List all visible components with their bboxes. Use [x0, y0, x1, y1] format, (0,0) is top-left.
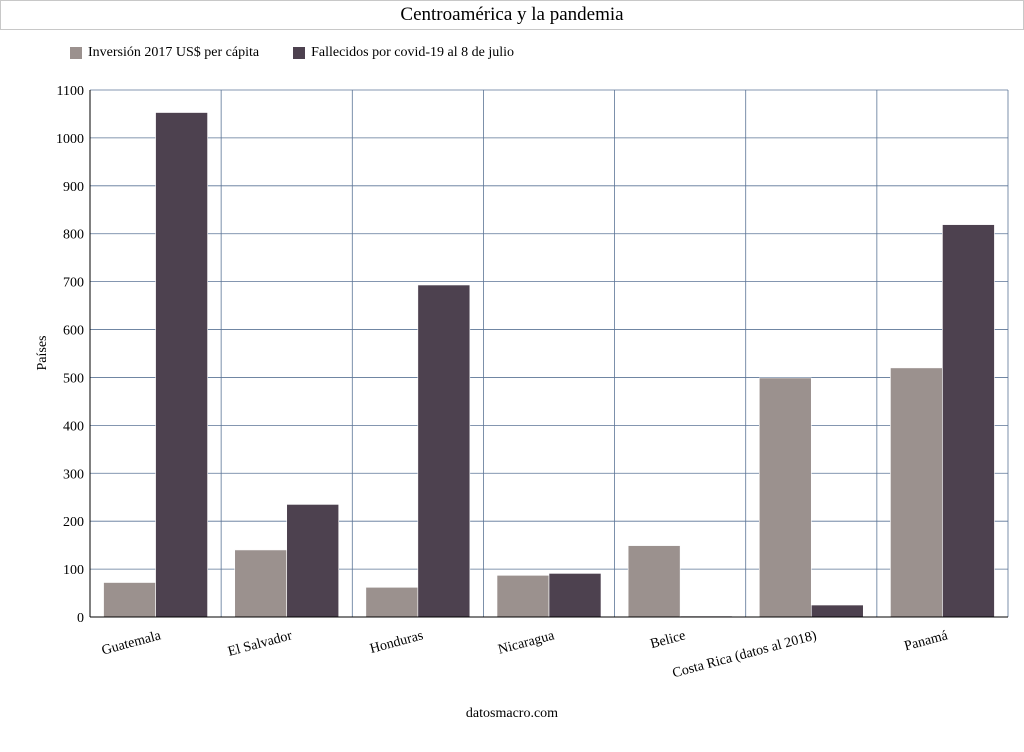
- bar-inversion-4: [627, 545, 681, 618]
- legend-item-fallecidos: Fallecidos por covid-19 al 8 de julio: [293, 45, 514, 61]
- x-tick-label: Honduras: [368, 628, 424, 657]
- x-tick-label: Panamá: [903, 628, 950, 654]
- y-tick-label: 1100: [57, 84, 84, 99]
- bar-fallecidos-1: [286, 504, 340, 618]
- x-tick-label: El Salvador: [226, 628, 294, 660]
- bar-inversion-2: [365, 586, 419, 618]
- legend-swatch-inversion: [70, 47, 82, 59]
- y-tick-label: 200: [63, 515, 84, 530]
- legend: Inversión 2017 US$ per cápita Fallecidos…: [70, 44, 548, 62]
- bar-inversion-6: [890, 367, 943, 618]
- bar-fallecidos-3: [548, 573, 602, 618]
- x-tick-label: Guatemala: [100, 628, 163, 658]
- legend-label-inversion: Inversión 2017 US$ per cápita: [88, 45, 260, 60]
- y-tick-label: 800: [63, 228, 84, 243]
- bar-inversion-5: [758, 377, 812, 618]
- bar-inversion-0: [103, 582, 156, 618]
- legend-item-inversion: Inversión 2017 US$ per cápita: [70, 45, 259, 61]
- y-tick-label: 500: [63, 371, 84, 386]
- bar-fallecidos-5: [810, 604, 864, 618]
- bar-fallecidos-2: [417, 284, 471, 618]
- y-tick-label: 600: [63, 324, 84, 339]
- y-tick-label: 400: [63, 419, 84, 434]
- y-tick-label: 700: [63, 276, 84, 291]
- legend-swatch-fallecidos: [293, 47, 306, 59]
- y-tick-label: 900: [63, 180, 84, 195]
- bars: [103, 112, 995, 618]
- x-tick-label: Nicaragua: [497, 628, 557, 658]
- y-tick-label: 300: [63, 467, 84, 482]
- bar-inversion-1: [234, 549, 288, 618]
- y-axis-label: Países: [35, 336, 50, 371]
- y-tick-label: 1000: [56, 132, 84, 147]
- bar-fallecidos-0: [155, 112, 208, 618]
- grid: [89, 89, 1009, 618]
- source-footer: datosmacro.com: [465, 706, 559, 721]
- bar-fallecidos-6: [942, 224, 995, 618]
- legend-label-fallecidos: Fallecidos por covid-19 al 8 de julio: [311, 45, 515, 60]
- chart-title: Centroamérica y la pandemia: [0, 0, 1024, 30]
- y-tick-label: 100: [63, 563, 84, 578]
- bar-inversion-3: [496, 575, 550, 618]
- x-tick-label: Belice: [649, 628, 687, 652]
- x-tick-label: Costa Rica (datos al 2018): [671, 628, 819, 681]
- y-tick-label: 0: [77, 611, 84, 626]
